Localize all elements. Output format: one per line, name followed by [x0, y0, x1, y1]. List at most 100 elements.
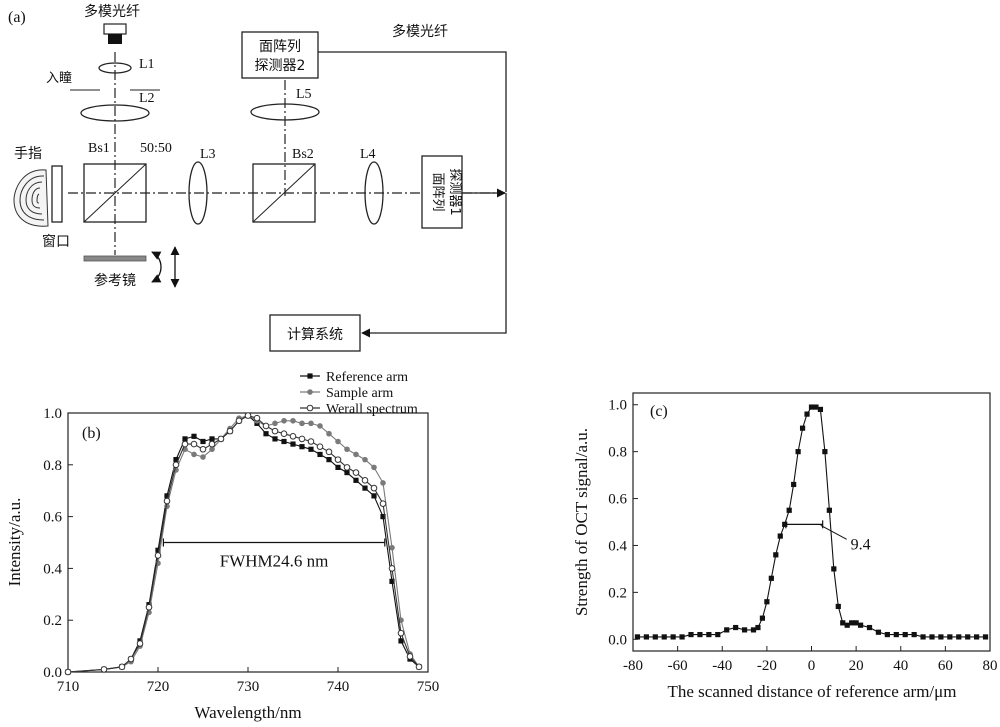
panel-a-schematic: (a) 多模光纤 L1 入瞳 L2 手指: [8, 3, 507, 352]
data-point: [688, 631, 694, 638]
data-point: [965, 634, 971, 640]
data-point: [844, 622, 850, 628]
y-tick-label: 0.4: [608, 538, 627, 554]
computing-system-label: 计算系统: [287, 327, 343, 343]
chart-c-panel-label: (c): [650, 403, 668, 420]
legend-marker: [307, 389, 313, 395]
detector2-label-line1: 面阵列: [259, 39, 301, 55]
data-point: [875, 629, 882, 635]
data-point: [755, 624, 761, 631]
data-point: [118, 663, 126, 671]
data-point: [362, 456, 368, 463]
legend-entry: Sample arm: [326, 386, 393, 401]
data-point: [938, 634, 944, 640]
fiber-top-label: 多模光纤: [84, 3, 140, 20]
data-point: [136, 640, 144, 647]
data-point: [826, 507, 832, 513]
x-tick-label: 0: [808, 658, 816, 674]
data-point: [371, 464, 377, 471]
data-point: [308, 446, 314, 452]
chart-b-spectrum: (b) Intensity/a.u. Wavelength/nm 710 720 7…: [5, 370, 439, 722]
data-point: [982, 634, 989, 640]
data-point: [317, 451, 323, 458]
data-point: [388, 565, 396, 572]
data-point: [200, 454, 206, 460]
data-point: [343, 464, 351, 471]
data-point: [316, 443, 324, 450]
data-point: [272, 420, 278, 427]
chart-b-y-axis-label: Intensity/a.u.: [5, 498, 24, 587]
data-point: [272, 436, 278, 442]
data-point: [733, 624, 739, 631]
data-point: [353, 451, 359, 458]
lens-l2: [80, 104, 150, 122]
data-point: [884, 631, 890, 638]
x-tick-label: 80: [983, 658, 998, 674]
data-point: [795, 449, 801, 455]
data-point: [741, 627, 748, 633]
chart-b-fwhm-annotation: FWHM24.6 nm: [220, 552, 329, 571]
data-point: [362, 485, 368, 491]
x-tick-label: 40: [893, 658, 908, 674]
chart-b-panel-label: (b): [82, 425, 101, 442]
data-point: [831, 566, 837, 572]
data-point: [299, 420, 305, 427]
data-point: [334, 456, 342, 463]
series-line-2: [67, 415, 420, 673]
data-point: [361, 477, 369, 484]
fiber-right-label: 多模光纤: [392, 23, 448, 40]
data-point: [817, 406, 824, 413]
window-plate: [51, 165, 63, 223]
data-point: [155, 547, 161, 553]
x-tick-label: 710: [57, 679, 80, 695]
data-point: [290, 441, 296, 447]
data-point: [902, 631, 908, 638]
chart-c-oct-signal: (c) Strength of OCT signal/a.u. The scan…: [572, 392, 998, 701]
chart-c-y-axis-label: Strength of OCT signal/a.u.: [572, 428, 591, 616]
legend-marker: [306, 404, 314, 412]
data-point: [379, 500, 387, 507]
legend-marker: [307, 373, 313, 379]
data-point: [326, 457, 332, 463]
data-point: [840, 620, 846, 626]
data-point: [335, 438, 341, 445]
x-tick-label: -80: [623, 658, 643, 674]
fiber-tip-top: [108, 34, 122, 44]
data-point: [799, 425, 806, 431]
data-point: [127, 655, 135, 663]
data-point: [181, 440, 189, 448]
data-point: [808, 404, 815, 410]
bs1-label: Bs1: [88, 141, 110, 156]
beam-splitter-bs1: [83, 163, 147, 223]
data-point: [380, 480, 386, 486]
ratio-label: 50:50: [140, 141, 172, 156]
data-point: [389, 578, 395, 584]
data-point: [370, 484, 378, 492]
data-point: [706, 631, 712, 638]
data-point: [929, 634, 935, 640]
lens-l5-label: L5: [296, 87, 312, 102]
data-point: [308, 420, 314, 427]
data-point: [271, 427, 279, 435]
data-point: [199, 445, 207, 453]
lens-l5: [250, 103, 320, 121]
lens-l1: [98, 62, 132, 74]
data-point: [164, 493, 170, 499]
data-point: [835, 603, 841, 610]
data-point: [344, 446, 350, 453]
data-point: [352, 469, 360, 476]
chart-b-x-axis-label: Wavelength/nm: [194, 703, 301, 722]
area-detector-2: [241, 31, 319, 79]
detector2-label-line2: 探测器2: [255, 58, 306, 74]
pupil-label: 入瞳: [46, 71, 72, 86]
y-tick-label: 0.6: [43, 510, 62, 526]
data-point: [715, 631, 721, 638]
data-point: [849, 620, 855, 626]
data-point: [956, 634, 962, 640]
data-point: [397, 629, 405, 637]
data-point: [804, 411, 810, 417]
y-tick-label: 0.8: [608, 445, 627, 461]
data-point: [281, 438, 287, 445]
data-point: [661, 634, 667, 640]
